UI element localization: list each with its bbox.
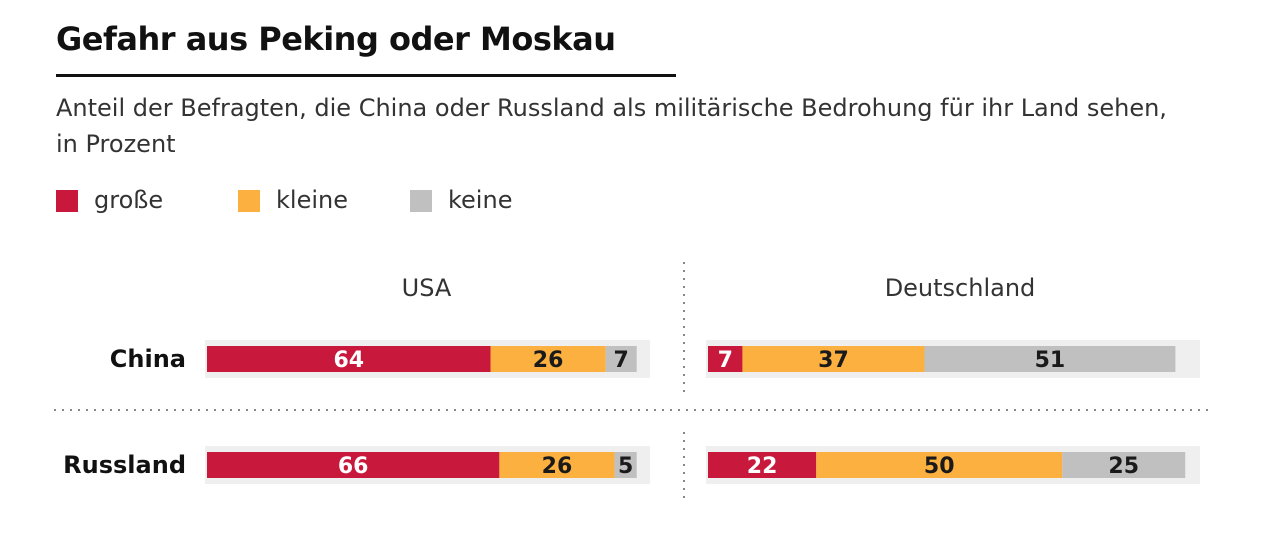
bar-usa-russland-grosse — [207, 452, 500, 478]
value-label-usa-china-grosse: 64 — [333, 348, 364, 373]
bar-deutschland-russland-kleine — [816, 452, 1063, 478]
bar-usa-russland-kleine — [499, 452, 615, 478]
legend-swatch-kleine — [238, 190, 260, 212]
row-label-russland: Russland — [63, 451, 186, 479]
chart-marks: USA Deutschland China 64 26 7 7 37 51 Russland 66 2… — [63, 274, 1200, 484]
bar-deutschland-china-kleine — [742, 346, 925, 372]
legend-swatch-keine — [410, 190, 432, 212]
value-label-deutschland-russland-keine: 25 — [1108, 454, 1139, 479]
stacked-bar-chart: USA Deutschland China 64 26 7 7 37 51 Russland 66 2… — [54, 262, 1210, 502]
value-label-deutschland-russland-grosse: 22 — [747, 454, 778, 479]
value-label-usa-russland-kleine: 26 — [542, 454, 573, 479]
legend-label-keine: keine — [448, 186, 513, 214]
bar-deutschland-russland-keine — [1062, 452, 1186, 478]
value-label-usa-russland-grosse: 66 — [338, 454, 369, 479]
bar-usa-russland-keine — [614, 452, 637, 478]
chart-subtitle: Anteil der Befragten, die China oder Rus… — [56, 94, 1167, 158]
value-label-deutschland-russland-kleine: 50 — [924, 454, 955, 479]
bar-deutschland-china-keine — [924, 346, 1176, 372]
bar-usa-china-keine — [605, 346, 637, 372]
title-underline — [56, 74, 676, 77]
value-label-usa-china-kleine: 26 — [533, 348, 564, 373]
bar-usa-china-grosse — [207, 346, 491, 372]
legend-swatch-grosse — [56, 190, 78, 212]
row-label-china: China — [110, 345, 186, 373]
legend-label-kleine: kleine — [276, 186, 348, 214]
bar-deutschland-russland-grosse — [708, 452, 817, 478]
group-label-usa: USA — [402, 274, 452, 302]
legend-label-grosse: große — [94, 186, 164, 214]
value-label-deutschland-china-kleine: 37 — [818, 348, 849, 373]
group-label-deutschland: Deutschland — [885, 274, 1036, 302]
value-label-deutschland-china-grosse: 7 — [718, 348, 733, 373]
value-label-usa-china-keine: 7 — [614, 348, 629, 373]
value-label-usa-russland-keine: 5 — [618, 454, 633, 479]
bar-deutschland-china-grosse — [708, 346, 743, 372]
value-label-deutschland-china-keine: 51 — [1035, 348, 1066, 373]
chart-title: Gefahr aus Peking oder Moskau — [56, 20, 616, 58]
bar-usa-china-kleine — [490, 346, 606, 372]
